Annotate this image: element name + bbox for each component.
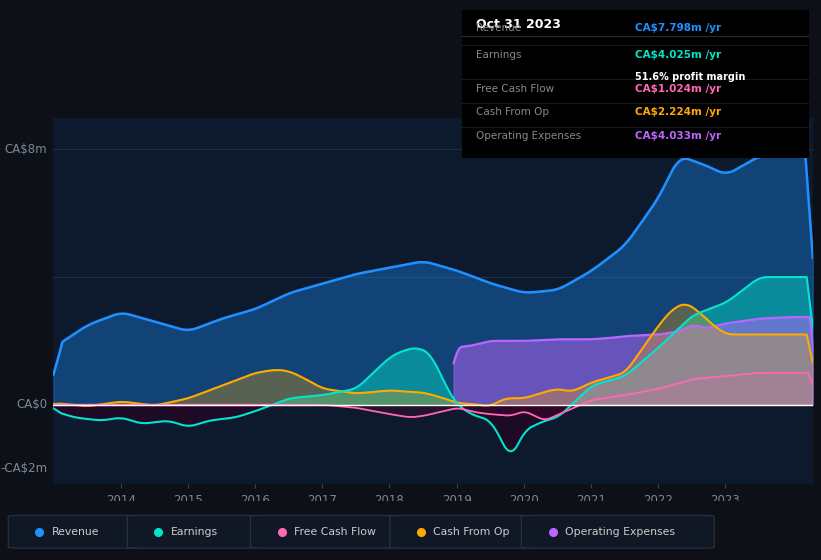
Text: Free Cash Flow: Free Cash Flow (294, 527, 376, 537)
FancyBboxPatch shape (8, 515, 144, 548)
Text: Cash From Op: Cash From Op (433, 527, 510, 537)
Text: 51.6% profit margin: 51.6% profit margin (635, 72, 745, 82)
Text: CA$4.025m /yr: CA$4.025m /yr (635, 50, 722, 59)
Text: CA$8m: CA$8m (5, 143, 48, 156)
Text: Operating Expenses: Operating Expenses (565, 527, 675, 537)
Text: CA$7.798m /yr: CA$7.798m /yr (635, 23, 722, 33)
Text: CA$4.033m /yr: CA$4.033m /yr (635, 131, 722, 141)
Text: Earnings: Earnings (171, 527, 218, 537)
Text: Revenue: Revenue (476, 23, 521, 33)
FancyBboxPatch shape (390, 515, 534, 548)
Text: Revenue: Revenue (52, 527, 99, 537)
Text: CA$1.024m /yr: CA$1.024m /yr (635, 84, 722, 94)
Text: Earnings: Earnings (476, 50, 521, 59)
Text: CA$0: CA$0 (16, 398, 48, 411)
FancyBboxPatch shape (127, 515, 259, 548)
Text: CA$2.224m /yr: CA$2.224m /yr (635, 108, 722, 118)
Text: Oct 31 2023: Oct 31 2023 (476, 18, 561, 31)
Text: Cash From Op: Cash From Op (476, 108, 549, 118)
FancyBboxPatch shape (250, 515, 402, 548)
FancyBboxPatch shape (521, 515, 714, 548)
Text: Operating Expenses: Operating Expenses (476, 131, 581, 141)
Text: Free Cash Flow: Free Cash Flow (476, 84, 554, 94)
Text: -CA$2m: -CA$2m (0, 462, 48, 475)
